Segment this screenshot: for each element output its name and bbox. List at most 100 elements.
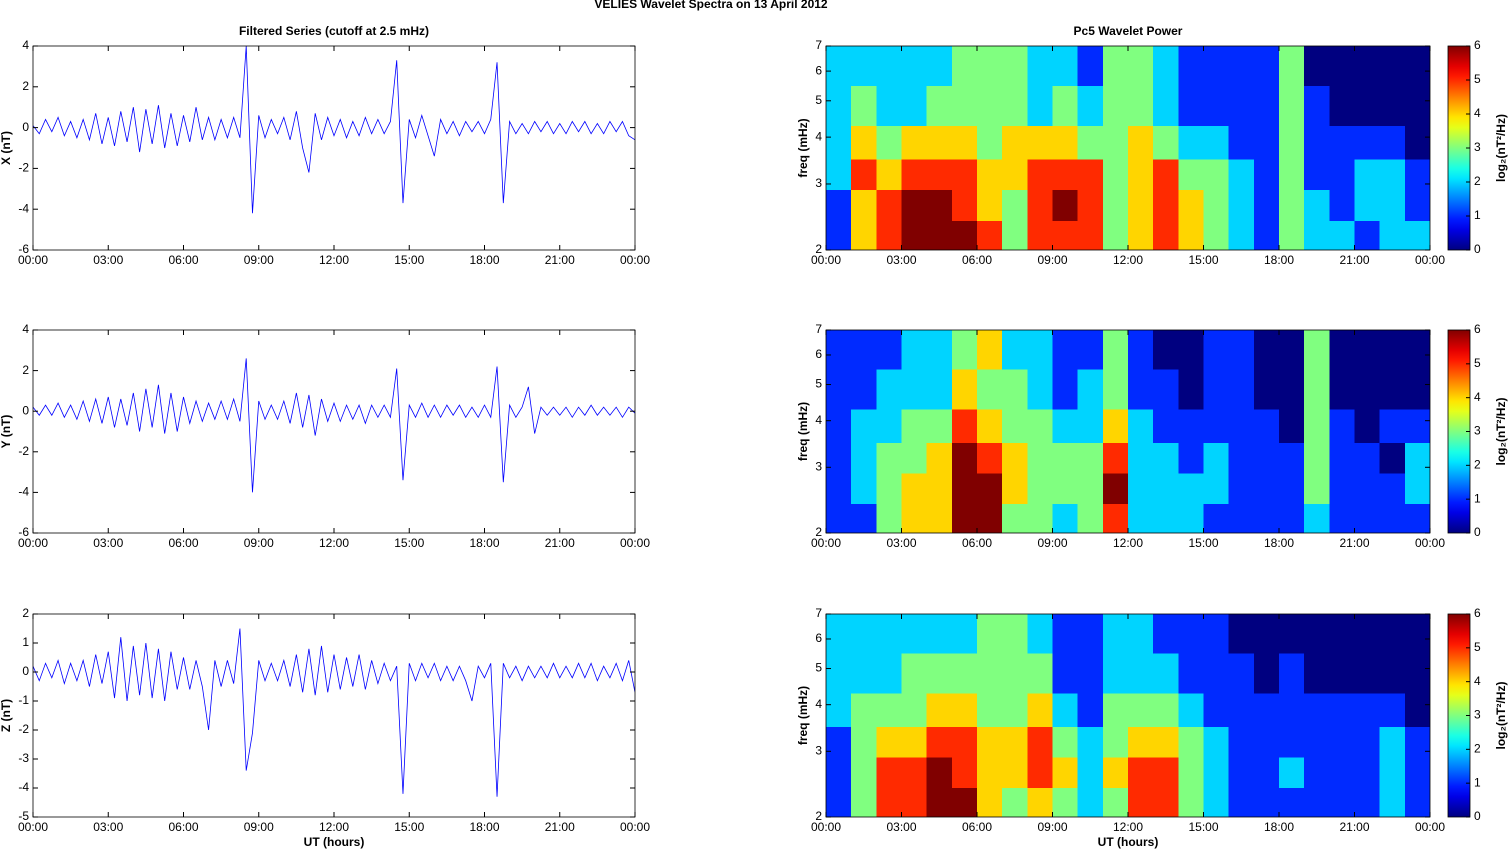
heat-cell: [977, 408, 1003, 443]
plot-area: [826, 46, 1430, 250]
y-tick-label: 7: [815, 38, 822, 52]
y-tick-label: 4: [815, 413, 822, 427]
heat-cell: [1404, 726, 1430, 758]
heat-cell: [1128, 369, 1154, 410]
heat-cell: [1077, 330, 1104, 370]
heat-cell: [1077, 756, 1104, 788]
heat-cell: [1253, 46, 1280, 86]
heat-cell: [1253, 158, 1280, 190]
heat-cell: [1102, 46, 1129, 86]
heat-cell: [1153, 85, 1179, 126]
x-tick-label: 00:00: [620, 253, 650, 267]
heat-cell: [1354, 46, 1381, 86]
heat-cell: [1002, 756, 1028, 788]
y-tick-label: -2: [18, 444, 29, 458]
heat-cell: [901, 442, 928, 474]
heat-cell: [1102, 125, 1129, 160]
heat-cell: [826, 614, 852, 654]
heat-cell: [876, 125, 902, 160]
heat-cell: [826, 408, 852, 443]
heat-cell: [1178, 330, 1204, 370]
colorbar-tick-label: 0: [1474, 242, 1481, 256]
heat-cell: [1052, 46, 1079, 86]
heat-cell: [1178, 692, 1204, 727]
x-tick-label: 06:00: [962, 536, 992, 550]
heat-cell: [1077, 503, 1104, 533]
x-tick-label: 06:00: [168, 253, 198, 267]
y-tick-label: -2: [18, 722, 29, 736]
y-tick-label: 2: [815, 809, 822, 823]
colorbar-tick-label: 3: [1474, 140, 1481, 154]
heat-cell: [1077, 85, 1104, 126]
heat-cell: [876, 472, 902, 504]
heat-cell: [1128, 85, 1154, 126]
y-tick-label: -4: [18, 780, 29, 794]
y-tick-label: 6: [815, 347, 822, 361]
heat-cell: [1077, 125, 1104, 160]
heat-cell: [1002, 125, 1028, 160]
heat-cell: [1279, 614, 1305, 654]
y-tick-label: 1: [22, 635, 29, 649]
heat-cell: [1153, 653, 1179, 694]
heat-cell: [977, 442, 1003, 474]
heat-cell: [1228, 158, 1255, 190]
heat-cell: [1203, 125, 1230, 160]
x-tick-label: 12:00: [1113, 253, 1143, 267]
heat-cell: [1379, 756, 1406, 788]
heat-cell: [851, 85, 877, 126]
heat-cell: [1304, 726, 1330, 758]
heat-cell: [951, 787, 978, 817]
heat-cell: [1203, 442, 1230, 474]
heat-cell: [1002, 787, 1028, 817]
heat-cell: [1128, 46, 1154, 86]
heat-cell: [1354, 408, 1381, 443]
heat-cell: [1052, 85, 1079, 126]
x-tick-label: 00:00: [811, 820, 841, 834]
heat-cell: [1279, 442, 1305, 474]
x-tick-label: 09:00: [244, 253, 274, 267]
heat-cell: [1329, 330, 1355, 370]
y-axis-label: freq (mHz): [796, 118, 810, 177]
heat-cell: [1178, 653, 1204, 694]
heat-cell: [1354, 85, 1381, 126]
heat-cell: [1203, 653, 1230, 694]
heat-cell: [876, 614, 902, 654]
heat-cell: [1279, 125, 1305, 160]
heat-cell: [1253, 85, 1280, 126]
heat-cell: [1178, 472, 1204, 504]
heat-cell: [1279, 787, 1305, 817]
heat-cell: [1102, 369, 1129, 410]
x-tick-label: 12:00: [319, 253, 349, 267]
heat-cell: [1354, 369, 1381, 410]
heat-cell: [876, 369, 902, 410]
heat-cell: [1279, 653, 1305, 694]
heat-cell: [1178, 503, 1204, 533]
heat-cell: [1077, 726, 1104, 758]
heat-cell: [1253, 472, 1280, 504]
heat-cell: [851, 726, 877, 758]
heat-cell: [1052, 692, 1079, 727]
y-tick-label: 2: [22, 363, 29, 377]
heat-cell: [1052, 125, 1079, 160]
heat-cell: [1279, 726, 1305, 758]
heat-cell: [901, 125, 928, 160]
heat-cell: [951, 653, 978, 694]
heat-cell: [851, 189, 877, 221]
heat-cell: [977, 46, 1003, 86]
heat-cell: [1052, 503, 1079, 533]
heat-cell: [1052, 189, 1079, 221]
y-tick-label: 6: [815, 63, 822, 77]
heat-cell: [1329, 726, 1355, 758]
heat-cell: [1203, 614, 1230, 654]
heat-cell: [1027, 653, 1053, 694]
heat-cell: [1404, 787, 1430, 817]
heat-cell: [1329, 472, 1355, 504]
heat-cell: [1153, 692, 1179, 727]
heat-cell: [1153, 503, 1179, 533]
y-tick-label: 4: [815, 129, 822, 143]
heat-cell: [1153, 158, 1179, 190]
heat-cell: [1052, 408, 1079, 443]
heat-cell: [1052, 442, 1079, 474]
heat-cell: [1228, 369, 1255, 410]
heat-cell: [1279, 369, 1305, 410]
